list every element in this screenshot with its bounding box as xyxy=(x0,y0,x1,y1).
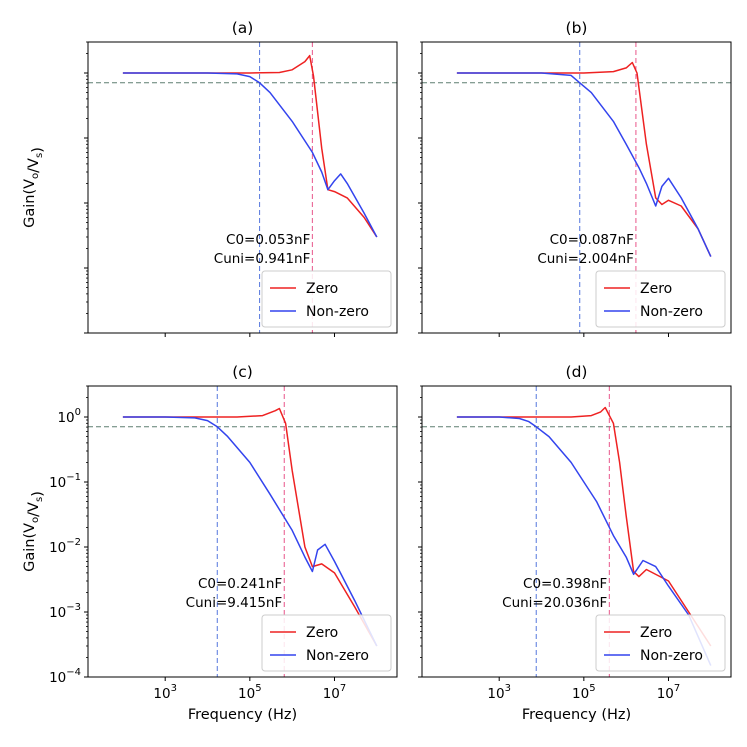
series-line-non-zero-b xyxy=(456,72,712,257)
axes-frame-c xyxy=(87,385,398,678)
legend-b: Zero Non-zero xyxy=(595,270,726,328)
y-tick-label-c: 100 xyxy=(57,407,81,426)
x-axis-label-d: Frequency (Hz) xyxy=(522,707,631,723)
y-tick-label-c: 10−4 xyxy=(49,667,81,686)
annotation-cuni-b: Cuni=2.004nF xyxy=(537,251,634,267)
legend-label-zero-a: Zero xyxy=(306,281,338,297)
series-line-non-zero-a xyxy=(122,72,378,238)
panel-title-d: (d) xyxy=(566,363,588,381)
annotation-c0-c: C0=0.241nF xyxy=(198,576,282,592)
legend-label-zero-c: Zero xyxy=(306,625,338,641)
legend-c: Zero Non-zero xyxy=(261,614,392,672)
series-line-zero-d xyxy=(456,406,712,647)
legend-label-zero-d: Zero xyxy=(640,625,672,641)
legend-d: Zero Non-zero xyxy=(595,614,726,672)
legend-label-non-zero-b: Non-zero xyxy=(640,304,703,320)
y-tick-label-c: 10−3 xyxy=(49,602,81,621)
chart-panel-d: (d) 103 105 107 Frequency (Hz) C0=0.398nF Cuni… xyxy=(418,363,732,723)
series-line-zero-b xyxy=(456,61,712,257)
panel-title-b: (b) xyxy=(566,19,588,37)
annotation-c0-b: C0=0.087nF xyxy=(550,232,634,248)
legend-box-c xyxy=(261,614,392,672)
annotation-cuni-d: Cuni=20.036nF xyxy=(502,595,607,611)
axes-frame-b xyxy=(421,41,732,334)
panel-title-a: (a) xyxy=(232,19,254,37)
annotation-cuni-c: Cuni=9.415nF xyxy=(186,595,283,611)
x-tick-label-c: 107 xyxy=(323,683,347,702)
chart-panel-b: (b) C0=0.087nF Cuni=2.004nF Zero Non-zero xyxy=(418,19,732,337)
x-tick-label-d: 105 xyxy=(572,683,596,702)
x-tick-label-c: 103 xyxy=(153,683,177,702)
x-tick-label-d: 103 xyxy=(487,683,511,702)
legend-box-b xyxy=(595,270,726,328)
legend-box-d xyxy=(595,614,726,672)
chart-panel-a: (a) Gain(Vo/Vs) C0=0.053nF Cuni=0.941nF Zero… xyxy=(22,19,398,337)
legend-label-non-zero-a: Non-zero xyxy=(306,304,369,320)
series-line-non-zero-c xyxy=(122,416,378,647)
annotation-c0-a: C0=0.053nF xyxy=(226,232,310,248)
series-line-zero-c xyxy=(122,407,378,647)
x-tick-label-d: 107 xyxy=(657,683,681,702)
annotation-cuni-a: Cuni=0.941nF xyxy=(214,251,311,267)
y-axis-label-c: Gain(Vo/Vs) xyxy=(22,491,46,572)
x-axis-label-c: Frequency (Hz) xyxy=(188,707,297,723)
y-axis-label-a: Gain(Vo/Vs) xyxy=(22,147,46,228)
axes-frame-a xyxy=(87,41,398,334)
x-tick-label-c: 105 xyxy=(238,683,262,702)
legend-label-non-zero-c: Non-zero xyxy=(306,648,369,664)
annotation-c0-d: C0=0.398nF xyxy=(523,576,607,592)
panel-title-c: (c) xyxy=(232,363,253,381)
series-line-non-zero-d xyxy=(456,416,712,666)
axes-frame-d xyxy=(421,385,732,678)
y-tick-label-c: 10−1 xyxy=(49,472,81,491)
legend-box-a xyxy=(261,270,392,328)
chart-panel-c: (c) 10−4 10−3 10−2 10−1 100 103 105 107 Frequency… xyxy=(22,363,398,723)
legend-a: Zero Non-zero xyxy=(261,270,392,328)
legend-label-non-zero-d: Non-zero xyxy=(640,648,703,664)
y-tick-label-c: 10−2 xyxy=(49,537,81,556)
legend-label-zero-b: Zero xyxy=(640,281,672,297)
